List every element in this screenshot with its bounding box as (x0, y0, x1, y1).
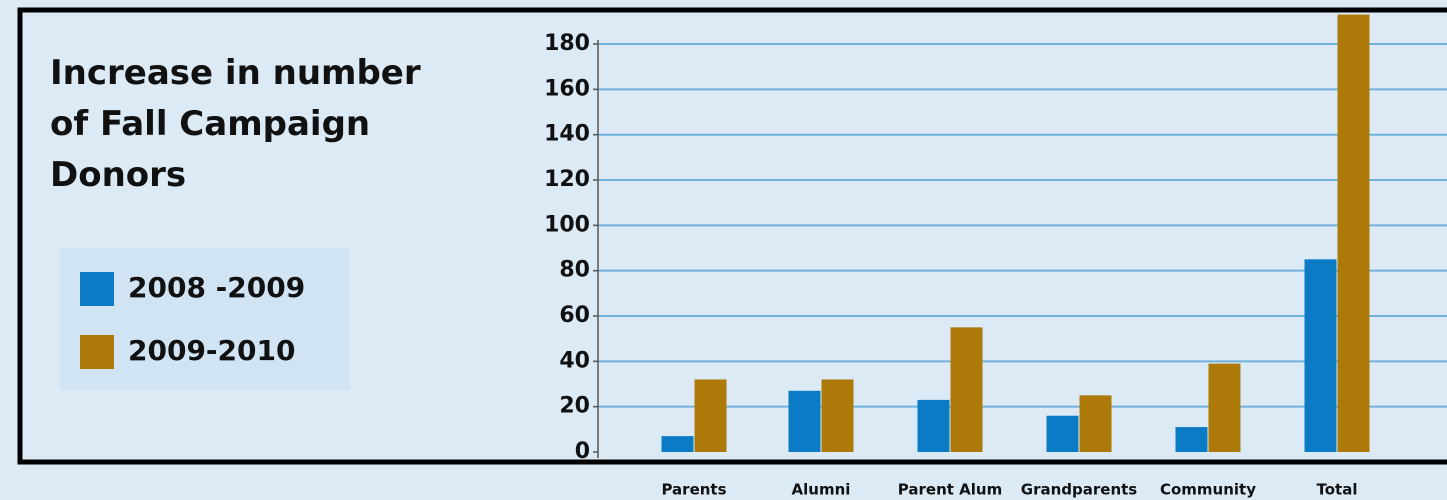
bar (1079, 395, 1112, 452)
bar (917, 399, 950, 452)
x-tick-label: Grandparents (1021, 481, 1138, 499)
bar (661, 436, 694, 452)
y-tick-label: 180 (544, 31, 590, 56)
x-tick-label: Parents (661, 481, 726, 499)
y-tick-label: 60 (559, 303, 590, 328)
bar (1208, 363, 1241, 452)
legend-swatch (80, 335, 114, 369)
frame-top (20, 0, 1447, 10)
bar (788, 390, 821, 452)
x-tick-label: Community (1160, 481, 1256, 499)
x-tick-label: Alumni (792, 481, 851, 499)
y-tick-label: 20 (559, 394, 590, 419)
bar (821, 379, 854, 452)
y-tick-label: 0 (575, 439, 590, 464)
y-tick-label: 120 (544, 167, 590, 192)
bar (1046, 415, 1079, 452)
bar (950, 327, 983, 452)
chart-title: Increase in number of Fall Campaign Dono… (50, 53, 421, 195)
y-tick-label: 40 (559, 348, 590, 373)
x-tick-label: Parent Alum (898, 481, 1002, 499)
bar (694, 379, 727, 452)
x-tick-label: Total (1317, 481, 1358, 499)
y-tick-label: 80 (559, 258, 590, 283)
bar (1337, 14, 1370, 452)
bar (1175, 427, 1208, 452)
legend-label: 2008 -2009 (128, 271, 305, 304)
legend-label: 2009-2010 (128, 334, 295, 367)
y-tick-label: 100 (544, 212, 590, 237)
y-tick-label: 160 (544, 76, 590, 101)
bar (1304, 259, 1337, 452)
legend-swatch (80, 272, 114, 306)
y-tick-label: 140 (544, 122, 590, 147)
